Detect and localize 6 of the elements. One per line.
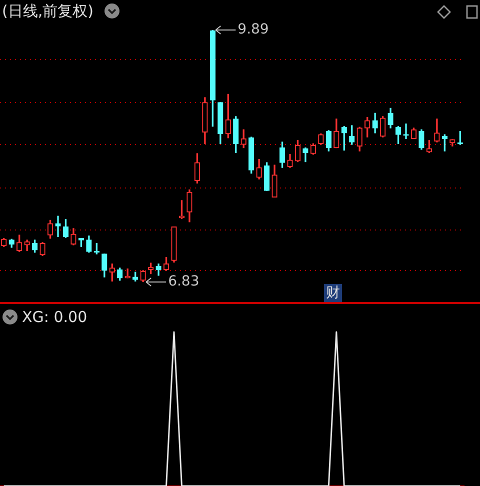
candlestick (55, 216, 61, 238)
chart-title: (日线,前复权) (2, 2, 94, 20)
text: 财 (324, 284, 342, 302)
annotation: 6.83 (168, 274, 200, 290)
chart-title: XG: 0.00 (22, 308, 88, 326)
annotation: 9.89 (238, 22, 269, 38)
